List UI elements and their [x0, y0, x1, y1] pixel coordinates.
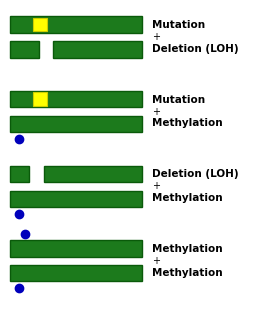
Text: Deletion (LOH): Deletion (LOH)	[152, 169, 239, 179]
Bar	[10, 41, 39, 58]
Text: +: +	[152, 256, 160, 266]
Bar	[53, 41, 142, 58]
Text: Mutation: Mutation	[152, 95, 205, 105]
Bar	[33, 92, 47, 106]
Text: Methylation: Methylation	[152, 268, 223, 278]
Bar	[10, 166, 29, 182]
Bar	[10, 116, 142, 132]
Text: Mutation: Mutation	[152, 20, 205, 30]
Text: +: +	[152, 107, 160, 117]
Bar	[10, 265, 142, 281]
Bar	[10, 191, 142, 207]
Bar	[33, 18, 47, 31]
Text: Methylation: Methylation	[152, 244, 223, 254]
Text: +: +	[152, 181, 160, 191]
Text: Methylation: Methylation	[152, 118, 223, 128]
Bar	[10, 16, 142, 33]
Bar	[44, 166, 142, 182]
Text: Deletion (LOH): Deletion (LOH)	[152, 44, 239, 54]
Bar	[10, 240, 142, 257]
Text: Methylation: Methylation	[152, 193, 223, 203]
Text: +: +	[152, 32, 160, 42]
Bar	[10, 91, 142, 107]
